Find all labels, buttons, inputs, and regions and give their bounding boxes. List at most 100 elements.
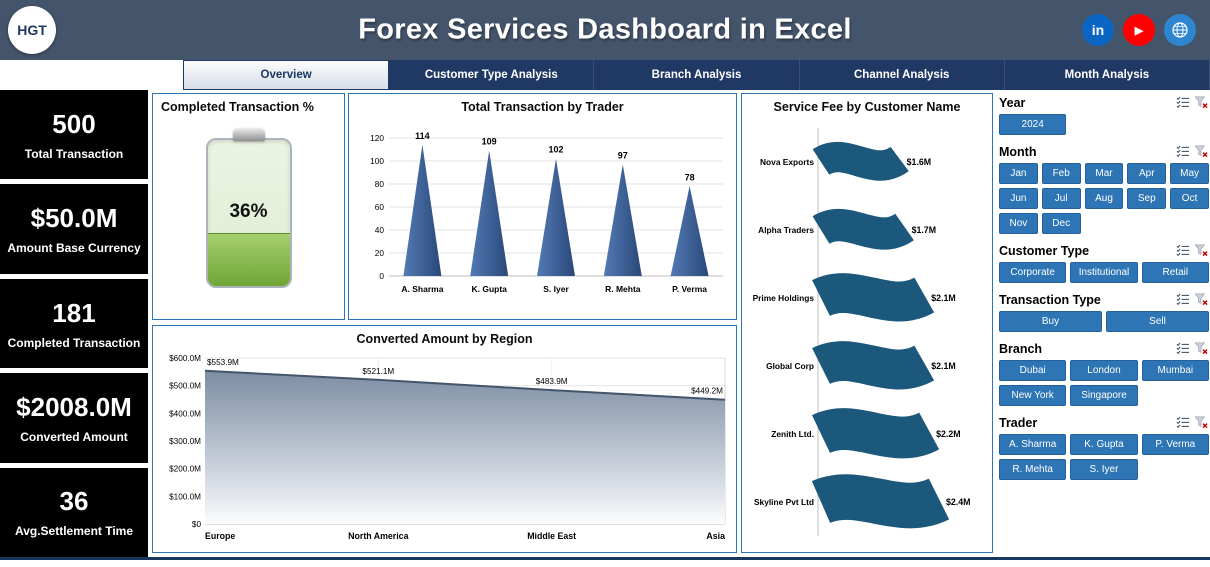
slicer-button[interactable]: New York xyxy=(999,385,1067,406)
slicer-title: Branch xyxy=(999,341,1043,356)
kpi-label: Amount Base Currency xyxy=(7,241,141,256)
slicer-button[interactable]: A. Sharma xyxy=(999,434,1067,455)
kpi-label: Completed Transaction xyxy=(7,335,141,350)
y-tick-label: 80 xyxy=(374,179,384,189)
ribbon-shape xyxy=(812,341,935,390)
slicer-items: Corporate Institutional Retail xyxy=(999,262,1209,283)
cone-shape xyxy=(469,150,508,276)
value-label: $521.1M xyxy=(362,367,394,376)
globe-icon[interactable] xyxy=(1164,14,1196,46)
slicer-customer-type: Customer Type Corporate Institutional Retai… xyxy=(999,243,1209,283)
slicer-button[interactable]: Jul xyxy=(1041,188,1081,209)
slicer-button[interactable]: Dec xyxy=(1041,213,1081,234)
slicer-title: Customer Type xyxy=(999,243,1090,258)
tab-channel-analysis[interactable]: Channel Analysis xyxy=(800,60,1005,90)
value-label: 97 xyxy=(617,150,627,160)
category-label: Zenith Ltd. xyxy=(771,429,814,439)
gauge-panel: Completed Transaction % 36% xyxy=(152,93,345,320)
x-category-label: Europe xyxy=(205,531,235,541)
slicer-button[interactable]: Buy xyxy=(999,311,1102,332)
value-label: $2.4M xyxy=(946,497,970,507)
y-tick-label: $400.0M xyxy=(169,409,201,418)
tab-customer-type-analysis[interactable]: Customer Type Analysis xyxy=(389,60,595,90)
kpi-card: 500 Total Transaction xyxy=(0,90,148,180)
slicer-button[interactable]: Retail xyxy=(1141,262,1209,283)
slicer-button[interactable]: May xyxy=(1170,163,1209,184)
header: HGT Forex Services Dashboard in Excel in… xyxy=(0,0,1210,60)
multiselect-icon[interactable] xyxy=(1176,95,1191,110)
slicer-icons xyxy=(1176,95,1209,110)
slicer-month: Month Jan Feb Mar Apr May Jun Jul Aug Sep Oct Nov De… xyxy=(999,144,1209,234)
clear-filter-icon[interactable] xyxy=(1194,95,1209,110)
slicer-button[interactable]: Mar xyxy=(1084,163,1124,184)
ribbon-shape xyxy=(812,408,940,459)
slicer-button[interactable]: Sep xyxy=(1127,188,1167,209)
slicer-header: Customer Type xyxy=(999,243,1209,258)
clear-filter-icon[interactable] xyxy=(1194,341,1209,356)
slicer-items: Buy Sell xyxy=(999,311,1209,332)
battery-gauge: 36% xyxy=(205,128,292,288)
battery-body: 36% xyxy=(205,138,292,288)
slicer-button[interactable]: P. Verma xyxy=(1141,434,1209,455)
tab-month-analysis[interactable]: Month Analysis xyxy=(1005,60,1210,90)
slicer-button[interactable]: Oct xyxy=(1170,188,1209,209)
kpi-label: Avg.Settlement Time xyxy=(14,524,134,539)
x-category-label: Asia xyxy=(706,531,725,541)
slicer-button[interactable]: 2024 xyxy=(999,114,1067,135)
slicer-button[interactable]: Jan xyxy=(999,163,1038,184)
y-tick-label: $300.0M xyxy=(169,437,201,446)
y-tick-label: $200.0M xyxy=(169,465,201,474)
slicer-header: Transaction Type xyxy=(999,292,1209,307)
clear-filter-icon[interactable] xyxy=(1194,415,1209,430)
tab-branch-analysis[interactable]: Branch Analysis xyxy=(594,60,800,90)
slicer-button[interactable]: Jun xyxy=(999,188,1038,209)
value-label: $483.9M xyxy=(536,377,568,386)
value-label: 78 xyxy=(684,172,694,182)
slicer-items: Jan Feb Mar Apr May Jun Jul Aug Sep Oct Nov Dec xyxy=(999,163,1209,234)
value-label: $2.1M xyxy=(931,293,955,303)
slicer-button[interactable]: Singapore xyxy=(1070,385,1138,406)
slicer-button[interactable]: K. Gupta xyxy=(1070,434,1138,455)
area-line xyxy=(204,369,726,401)
slicer-button[interactable]: Dubai xyxy=(999,360,1067,381)
slicer-button[interactable]: R. Mehta xyxy=(999,459,1067,480)
youtube-icon[interactable]: ▶ xyxy=(1123,14,1155,46)
slicer-header: Year xyxy=(999,95,1209,110)
area-chart: $0 $100.0M $200.0M $300.0M $400.0M $500.0M $60… xyxy=(169,354,726,541)
kpi-card: 181 Completed Transaction xyxy=(0,278,148,369)
slicer-branch: Branch Dubai London Mumbai New York Singapore xyxy=(999,341,1209,406)
slicer-button[interactable]: Feb xyxy=(1041,163,1081,184)
multiselect-icon[interactable] xyxy=(1176,415,1191,430)
slicer-button[interactable]: Institutional xyxy=(1070,262,1138,283)
slicer-icons xyxy=(1176,341,1209,356)
slicer-button[interactable]: London xyxy=(1070,360,1138,381)
multiselect-icon[interactable] xyxy=(1176,341,1191,356)
area-fill xyxy=(205,370,725,524)
multiselect-icon[interactable] xyxy=(1176,144,1191,159)
value-label: 102 xyxy=(548,145,563,155)
y-tick-label: 20 xyxy=(374,248,384,258)
ribbon-chart: Nova Exports $1.6M Alpha Traders $1.7M Prime… xyxy=(753,128,970,536)
slicer-button[interactable]: Apr xyxy=(1127,163,1167,184)
x-category-label: Middle East xyxy=(527,531,576,541)
clear-filter-icon[interactable] xyxy=(1194,243,1209,258)
multiselect-icon[interactable] xyxy=(1176,243,1191,258)
slicer-button[interactable]: Sell xyxy=(1106,311,1209,332)
clear-filter-icon[interactable] xyxy=(1194,144,1209,159)
multiselect-icon[interactable] xyxy=(1176,292,1191,307)
region-chart-panel: Converted Amount by Region $0 $100.0M $200… xyxy=(152,325,737,553)
slicer-button[interactable]: S. Iyer xyxy=(1070,459,1138,480)
slicer-button[interactable]: Mumbai xyxy=(1141,360,1209,381)
kpi-value: $2008.0M xyxy=(16,391,132,422)
linkedin-icon[interactable]: in xyxy=(1082,14,1114,46)
tab-overview[interactable]: Overview xyxy=(184,61,389,89)
slicer-button[interactable]: Nov xyxy=(999,213,1038,234)
clear-filter-icon[interactable] xyxy=(1194,292,1209,307)
value-label: $1.6M xyxy=(907,157,931,167)
slicer-button[interactable]: Aug xyxy=(1084,188,1124,209)
tab-bar: Overview Customer Type Analysis Branch Ana… xyxy=(183,60,1210,90)
logo-text: HGT xyxy=(17,22,47,38)
slicer-button[interactable]: Corporate xyxy=(999,262,1067,283)
slicer-title: Month xyxy=(999,144,1037,159)
